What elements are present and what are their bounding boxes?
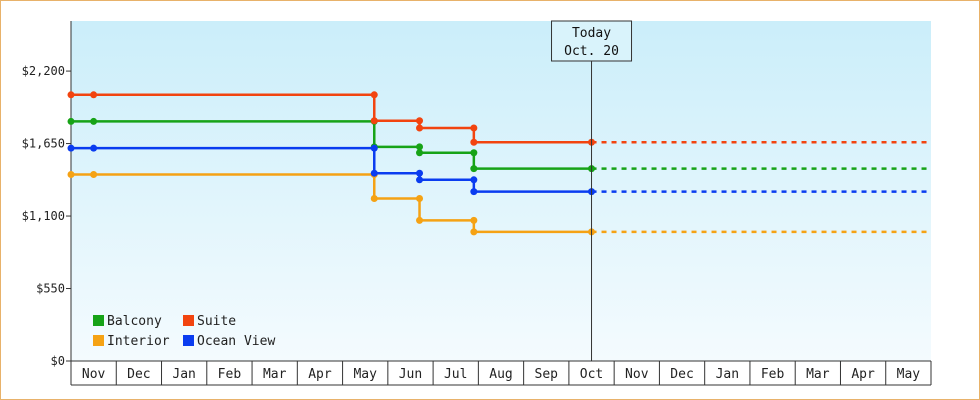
legend-label: Balcony: [107, 314, 162, 329]
today-marker: Today Oct. 20: [551, 20, 633, 361]
legend-label: Ocean View: [197, 334, 275, 349]
y-tick-label: $550: [36, 282, 65, 296]
data-point-balcony: [416, 143, 424, 151]
data-point-ocean-view: [416, 169, 424, 177]
x-tick-label: Dec: [127, 367, 150, 382]
x-tick-label: Apr: [851, 367, 875, 382]
x-tick-label: Jul: [444, 367, 467, 382]
data-point-suite: [416, 124, 424, 132]
x-tick-label: Mar: [263, 367, 287, 382]
today-date: Oct. 20: [564, 44, 619, 59]
legend-swatch: [93, 335, 104, 346]
legend-swatch: [183, 315, 194, 326]
data-point-balcony: [470, 149, 478, 157]
data-point-suite: [90, 91, 98, 99]
data-point-suite: [370, 117, 378, 125]
x-tick-label: Aug: [489, 367, 512, 382]
y-axis: $0 $550 $1,100 $1,650 $2,200: [22, 21, 72, 368]
data-point-ocean-view: [90, 144, 98, 152]
data-point-interior: [416, 216, 424, 224]
data-point-ocean-view: [67, 144, 75, 152]
data-point-interior: [470, 228, 478, 236]
data-point-suite: [416, 117, 424, 125]
x-tick-label: Jan: [172, 367, 195, 382]
x-tick-label: Jun: [399, 367, 422, 382]
legend-swatch: [93, 315, 104, 326]
y-tick-label: $2,200: [22, 64, 65, 78]
data-point-suite: [470, 138, 478, 146]
data-point-balcony: [67, 117, 75, 125]
data-point-interior: [416, 195, 424, 203]
data-point-balcony: [470, 165, 478, 173]
data-point-ocean-view: [416, 176, 424, 184]
y-tick-label: $0: [51, 354, 65, 368]
data-point-suite: [470, 124, 478, 132]
data-point-balcony: [90, 117, 98, 125]
data-point-balcony: [416, 149, 424, 157]
x-tick-label: May: [897, 367, 921, 382]
data-point-interior: [370, 195, 378, 203]
x-tick-label: May: [353, 367, 377, 382]
x-tick-label: Feb: [761, 367, 785, 382]
data-point-interior: [67, 171, 75, 179]
x-tick-label: Nov: [625, 367, 649, 382]
legend-swatch: [183, 335, 194, 346]
data-point-ocean-view: [370, 169, 378, 177]
x-tick-label: Sep: [535, 367, 559, 382]
data-point-interior: [90, 171, 98, 179]
y-tick-label: $1,650: [22, 137, 65, 151]
legend-label: Interior: [107, 334, 170, 349]
today-label: Today: [572, 26, 611, 41]
data-point-suite: [67, 91, 75, 99]
y-tick-label: $1,100: [22, 209, 65, 223]
x-axis: Nov Dec Jan Feb Mar Apr May Jun Jul Aug Sep Oct Nov D…: [70, 360, 932, 386]
x-tick-label: Nov: [82, 367, 106, 382]
x-tick-label: Mar: [806, 367, 830, 382]
data-point-suite: [370, 91, 378, 99]
x-tick-label: Oct: [580, 367, 603, 382]
data-point-ocean-view: [370, 144, 378, 152]
data-point-interior: [470, 216, 478, 224]
x-tick-label: Dec: [670, 367, 693, 382]
legend: Balcony Suite Interior Ocean View: [93, 314, 275, 349]
x-tick-label: Jan: [716, 367, 739, 382]
today-label-box: [551, 20, 633, 62]
legend-label: Suite: [197, 314, 236, 329]
x-tick-label: Apr: [308, 367, 332, 382]
x-tick-label: Feb: [218, 367, 242, 382]
data-point-ocean-view: [470, 176, 478, 184]
series-lines: [67, 91, 931, 236]
data-point-ocean-view: [470, 188, 478, 196]
